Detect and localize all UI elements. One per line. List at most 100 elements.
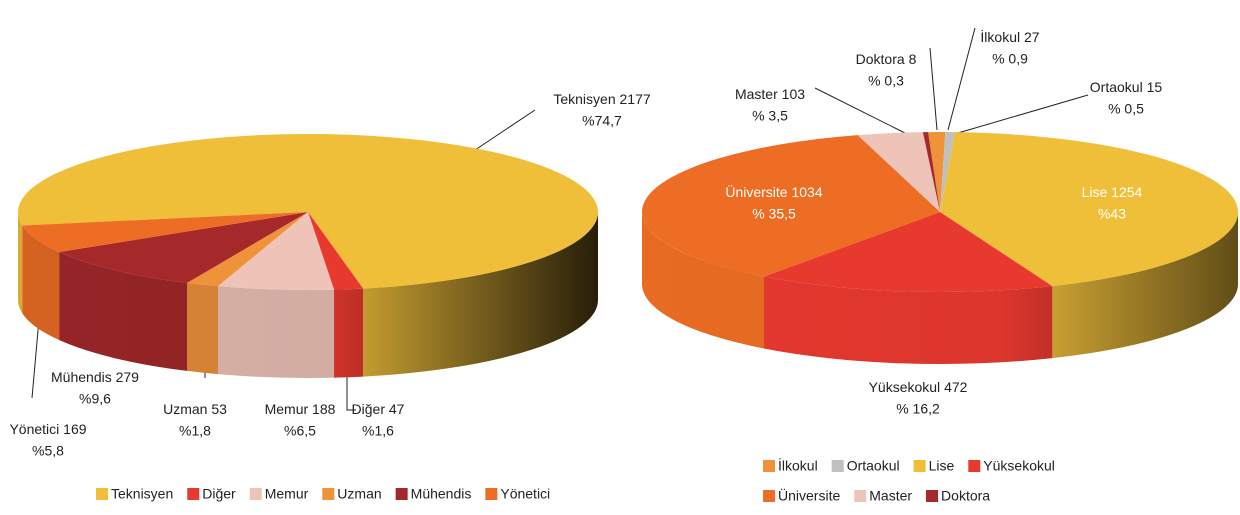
percent-label: % 0,3 xyxy=(868,73,904,89)
slice-side-shade xyxy=(363,212,598,377)
data-label: İlkokul 27 xyxy=(980,28,1039,45)
leader-line xyxy=(957,94,1089,134)
label-category: Teknisyen xyxy=(553,91,615,107)
pie-sides xyxy=(18,212,598,379)
legend-swatch xyxy=(763,490,775,502)
label-category: Üniversite xyxy=(725,183,787,200)
slice-side-shade xyxy=(187,282,218,375)
label-value: 15 xyxy=(1147,79,1163,95)
data-label: Doktora 8 xyxy=(856,51,917,67)
legend-swatch xyxy=(968,460,981,472)
label-category: Yüksekokul xyxy=(869,379,941,395)
legend: Teknisyen Diğer Memur Uzman Mühendis Yönetici xyxy=(96,486,550,502)
slice xyxy=(59,212,308,283)
data-label: Uzman 53 xyxy=(163,401,227,417)
legend-label: İlkokul xyxy=(778,457,818,474)
percent-label: %74,7 xyxy=(582,113,622,129)
slice-side-shade xyxy=(642,212,765,349)
slice xyxy=(642,135,940,277)
pie xyxy=(18,134,599,379)
legend-label: Uzman xyxy=(337,486,381,502)
label-category: Diğer xyxy=(352,401,386,417)
label-category: İlkokul xyxy=(980,28,1020,45)
percent-label: % 3,5 xyxy=(752,108,788,124)
label-value: 1254 xyxy=(1111,184,1142,200)
slice xyxy=(922,132,940,212)
data-label: Lise 1254 xyxy=(1082,184,1143,200)
slice xyxy=(187,212,308,287)
label-category: Memur xyxy=(265,401,309,417)
slice xyxy=(18,134,599,289)
legend: İlkokul Ortaokul Lise Yüksekokul Üniversite M… xyxy=(763,457,1055,504)
label-category: Uzman xyxy=(163,401,207,417)
label-value: 47 xyxy=(389,401,405,417)
legend-label: Lise xyxy=(929,458,955,474)
legend-label: Memur xyxy=(265,486,309,502)
slice xyxy=(22,212,308,253)
slice-side-shade xyxy=(1052,212,1238,359)
legend-swatch xyxy=(322,488,335,500)
legend-label: Mühendis xyxy=(411,486,472,502)
data-label: Teknisyen 2177 xyxy=(553,91,651,107)
slice xyxy=(308,212,364,290)
label-value: 103 xyxy=(782,86,806,102)
label-value: 279 xyxy=(116,369,140,385)
label-value: 2177 xyxy=(620,91,651,107)
percent-label: %5,8 xyxy=(32,443,64,459)
label-category: Mühendis xyxy=(51,369,112,385)
legend-swatch xyxy=(854,490,867,502)
leader-line xyxy=(929,47,938,131)
legend-swatch xyxy=(913,460,926,472)
percent-label: %1,6 xyxy=(362,423,394,439)
legend-swatch xyxy=(96,488,108,500)
label-category: Ortaokul xyxy=(1090,79,1143,95)
slice-side-shade xyxy=(334,288,364,378)
label-value: 1034 xyxy=(791,184,822,200)
leader-line xyxy=(947,27,976,131)
data-label: Yüksekokul 472 xyxy=(869,379,968,395)
legend-label: Diğer xyxy=(202,486,236,502)
label-category: Yönetici xyxy=(9,421,59,437)
slice xyxy=(928,132,946,212)
percent-label: % 35,5 xyxy=(752,206,796,222)
slice-side-shade xyxy=(59,252,188,371)
legend-label: Doktora xyxy=(941,488,990,504)
label-category: Lise xyxy=(1082,184,1108,200)
slice xyxy=(857,132,940,212)
data-label: Ortaokul 15 xyxy=(1090,79,1163,95)
legend-swatch xyxy=(831,460,844,472)
legend-label: Yüksekokul xyxy=(983,458,1055,474)
legend-label: Yönetici xyxy=(500,486,550,502)
slice xyxy=(217,212,335,290)
pie xyxy=(642,132,1238,364)
legend-swatch xyxy=(249,488,262,500)
slice-side-shade xyxy=(217,286,335,379)
leader-line xyxy=(814,87,906,134)
legend-label: Teknisyen xyxy=(111,486,173,502)
label-value: 27 xyxy=(1024,29,1040,45)
label-value: 169 xyxy=(63,421,87,437)
legend-label: Ortaokul xyxy=(847,458,900,474)
label-category: Doktora xyxy=(856,51,905,67)
label-value: 472 xyxy=(944,379,968,395)
legend-label: Üniversite xyxy=(778,487,840,504)
data-label: Memur 188 xyxy=(265,401,336,417)
slice-side-shade xyxy=(764,276,1053,364)
percent-label: %43 xyxy=(1098,206,1126,222)
legend-label: Master xyxy=(869,488,912,504)
label-value: 53 xyxy=(211,401,227,417)
legend-swatch xyxy=(763,460,775,472)
pie-tops xyxy=(642,132,1238,292)
data-label: Master 103 xyxy=(735,86,805,102)
data-label: Yönetici 169 xyxy=(9,421,86,437)
data-label: Üniversite 1034 xyxy=(725,183,822,200)
pie-tops xyxy=(18,134,599,290)
label-value: 8 xyxy=(909,51,917,67)
percent-label: %1,8 xyxy=(179,423,211,439)
percent-label: % 0,9 xyxy=(992,51,1028,67)
label-category: Master xyxy=(735,86,778,102)
slice xyxy=(764,212,1053,292)
pie-sides xyxy=(642,212,1238,364)
data-label: Mühendis 279 xyxy=(51,369,139,385)
